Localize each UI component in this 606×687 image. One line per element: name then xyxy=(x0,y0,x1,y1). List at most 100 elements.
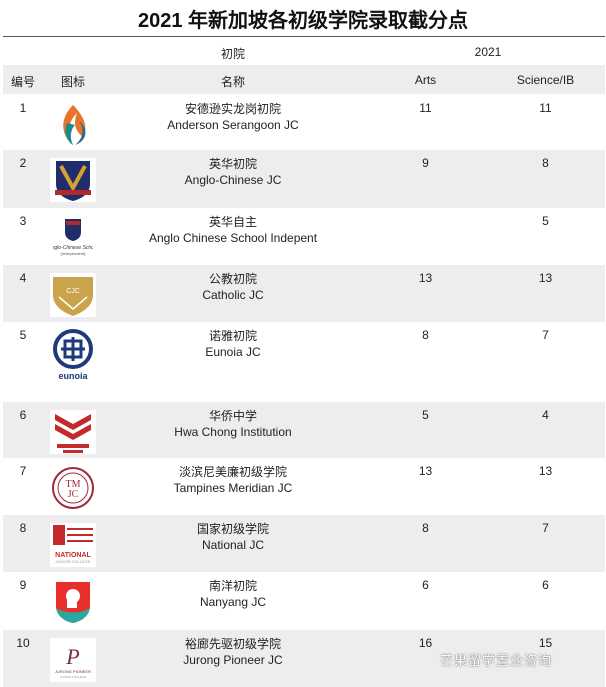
arts-score: 13 xyxy=(418,271,433,285)
eunoia-logo-icon: eunoia xyxy=(50,326,96,388)
arts-score: 5 xyxy=(422,408,429,422)
jp-logo-icon: P JURONG PIONEER JUNIOR COLLEGE xyxy=(50,638,96,682)
college-name-en: Tampines Meridian JC xyxy=(173,481,293,495)
table-row: 8 NATIONAL JUNIOR COLLEGE 国家初级学院 National … xyxy=(3,515,605,572)
college-name: 诺雅初院 Eunoia JC xyxy=(133,328,333,360)
flame-logo-icon xyxy=(50,103,96,147)
table-row: 7 TM JC 淡滨尼美廉初级学院 Tampines Meridian JC 13 … xyxy=(3,458,605,515)
table-row: 10 P JURONG PIONEER JUNIOR COLLEGE 裕廊先驱初级学… xyxy=(3,630,605,687)
header-arts: Arts xyxy=(414,73,437,87)
science-score: 7 xyxy=(542,521,549,535)
crest-logo-icon: Anglo-Chinese School(Independent) xyxy=(50,216,96,260)
college-name: 南洋初院 Nanyang JC xyxy=(133,578,333,610)
arts-score: 13 xyxy=(418,464,433,478)
row-number: 4 xyxy=(19,271,27,285)
table-row: 1 安德逊实龙岗初院 Anderson Serangoon JC 11 11 xyxy=(3,95,605,150)
science-score: 4 xyxy=(542,408,549,422)
watermark: 芒果留学置业咨询 xyxy=(440,653,553,668)
svg-text:CJC: CJC xyxy=(66,288,80,295)
row-number: 7 xyxy=(19,464,27,478)
arts-score: 11 xyxy=(419,101,432,115)
college-name-en: Jurong Pioneer JC xyxy=(183,653,283,667)
row-number: 5 xyxy=(19,328,27,342)
gold-shield-logo-icon: CJC xyxy=(50,273,96,317)
red-chevron-logo-icon xyxy=(50,410,96,454)
college-name-en: Catholic JC xyxy=(202,288,264,302)
arts-score: 8 xyxy=(422,521,429,535)
row-number: 10 xyxy=(16,636,30,650)
arts-score: 16 xyxy=(418,636,433,650)
college-name: 安德逊实龙岗初院 Anderson Serangoon JC xyxy=(133,101,333,133)
college-name-cn: 华侨中学 xyxy=(208,409,257,423)
svg-text:(Independent): (Independent) xyxy=(61,251,87,256)
college-name-en: Hwa Chong Institution xyxy=(174,425,292,439)
science-score: 13 xyxy=(538,271,553,285)
svg-text:JUNIOR COLLEGE: JUNIOR COLLEGE xyxy=(56,559,91,564)
college-name-cn: 诺雅初院 xyxy=(208,329,257,343)
svg-text:JURONG PIONEER: JURONG PIONEER xyxy=(55,669,91,674)
college-name: 国家初级学院 National JC xyxy=(133,521,333,553)
table-row: 9 南洋初院 Nanyang JC 6 6 xyxy=(3,572,605,630)
college-name-cn: 公教初院 xyxy=(208,272,257,286)
national-logo-icon: NATIONAL JUNIOR COLLEGE xyxy=(50,523,96,567)
college-name-cn: 英华自主 xyxy=(208,215,257,229)
table-row: 2 英华初院 Anglo-Chinese JC 9 8 xyxy=(3,150,605,208)
header-name: 名称 xyxy=(220,75,245,89)
row-number: 2 xyxy=(19,156,27,170)
page-title: 2021 年新加坡各初级学院录取截分点 xyxy=(137,10,469,32)
science-score: 5 xyxy=(542,214,549,228)
college-name-cn: 裕廊先驱初级学院 xyxy=(184,637,281,651)
header-num: 编号 xyxy=(10,75,35,89)
science-score: 11 xyxy=(539,101,552,115)
science-score: 7 xyxy=(542,328,549,342)
tmjc-logo-icon: TM JC xyxy=(50,466,96,510)
college-name-cn: 安德逊实龙岗初院 xyxy=(184,102,281,116)
college-name-cn: 淡滨尼美廉初级学院 xyxy=(178,465,287,479)
college-name: 英华自主 Anglo Chinese School Indepent xyxy=(133,214,333,246)
college-name-en: Anglo Chinese School Indepent xyxy=(148,231,318,245)
table-row: 5 eunoia 诺雅初院 Eunoia JC 8 7 xyxy=(3,322,605,402)
science-score: 6 xyxy=(542,578,549,592)
shield-crest-logo-icon xyxy=(50,158,96,202)
college-name-en: Anderson Serangoon JC xyxy=(167,118,299,132)
svg-text:Anglo-Chinese School: Anglo-Chinese School xyxy=(53,245,93,251)
svg-text:JC: JC xyxy=(68,489,79,500)
header-science: Science/IB xyxy=(516,73,575,87)
header-row: 编号 图标 名称 Arts Science/IB xyxy=(3,65,605,94)
college-name: 裕廊先驱初级学院 Jurong Pioneer JC xyxy=(133,636,333,668)
college-name-en: National JC xyxy=(201,538,265,552)
row-number: 3 xyxy=(19,214,27,228)
row-number: 1 xyxy=(19,101,27,115)
college-name: 淡滨尼美廉初级学院 Tampines Meridian JC xyxy=(133,464,333,496)
header-year-group: 2021 xyxy=(474,45,502,59)
college-name-en: Anglo-Chinese JC xyxy=(184,173,282,187)
college-name: 英华初院 Anglo-Chinese JC xyxy=(133,156,333,188)
row-number: 8 xyxy=(19,521,27,535)
college-name-en: Eunoia JC xyxy=(205,345,261,359)
table-row: 4 CJC 公教初院 Catholic JC 13 13 xyxy=(3,265,605,322)
arts-score: 6 xyxy=(422,578,429,592)
row-number: 9 xyxy=(19,578,27,592)
arts-score: 8 xyxy=(422,328,429,342)
table-row: 6 华侨中学 Hwa Chong Institution 5 4 xyxy=(3,402,605,458)
college-name: 华侨中学 Hwa Chong Institution xyxy=(133,408,333,440)
row-number: 6 xyxy=(19,408,27,422)
college-name-cn: 国家初级学院 xyxy=(196,522,269,536)
college-name: 公教初院 Catholic JC xyxy=(133,271,333,303)
header-group-row: 初院 2021 xyxy=(3,37,605,64)
svg-text:P: P xyxy=(65,644,79,669)
college-name-cn: 南洋初院 xyxy=(208,579,257,593)
college-name-cn: 英华初院 xyxy=(208,157,257,171)
svg-text:TM: TM xyxy=(66,479,81,490)
divider xyxy=(3,36,605,37)
college-name-en: Nanyang JC xyxy=(199,595,267,609)
table-row: 3 Anglo-Chinese School(Independent) 英华自主… xyxy=(3,208,605,265)
science-score: 13 xyxy=(538,464,553,478)
header-college-group: 初院 xyxy=(220,47,245,61)
svg-text:NATIONAL: NATIONAL xyxy=(55,552,91,559)
science-score: 8 xyxy=(542,156,549,170)
svg-text:JUNIOR COLLEGE: JUNIOR COLLEGE xyxy=(60,675,86,679)
svg-text:eunoia: eunoia xyxy=(58,371,88,381)
header-icon: 图标 xyxy=(60,75,85,89)
science-score: 15 xyxy=(538,636,553,650)
